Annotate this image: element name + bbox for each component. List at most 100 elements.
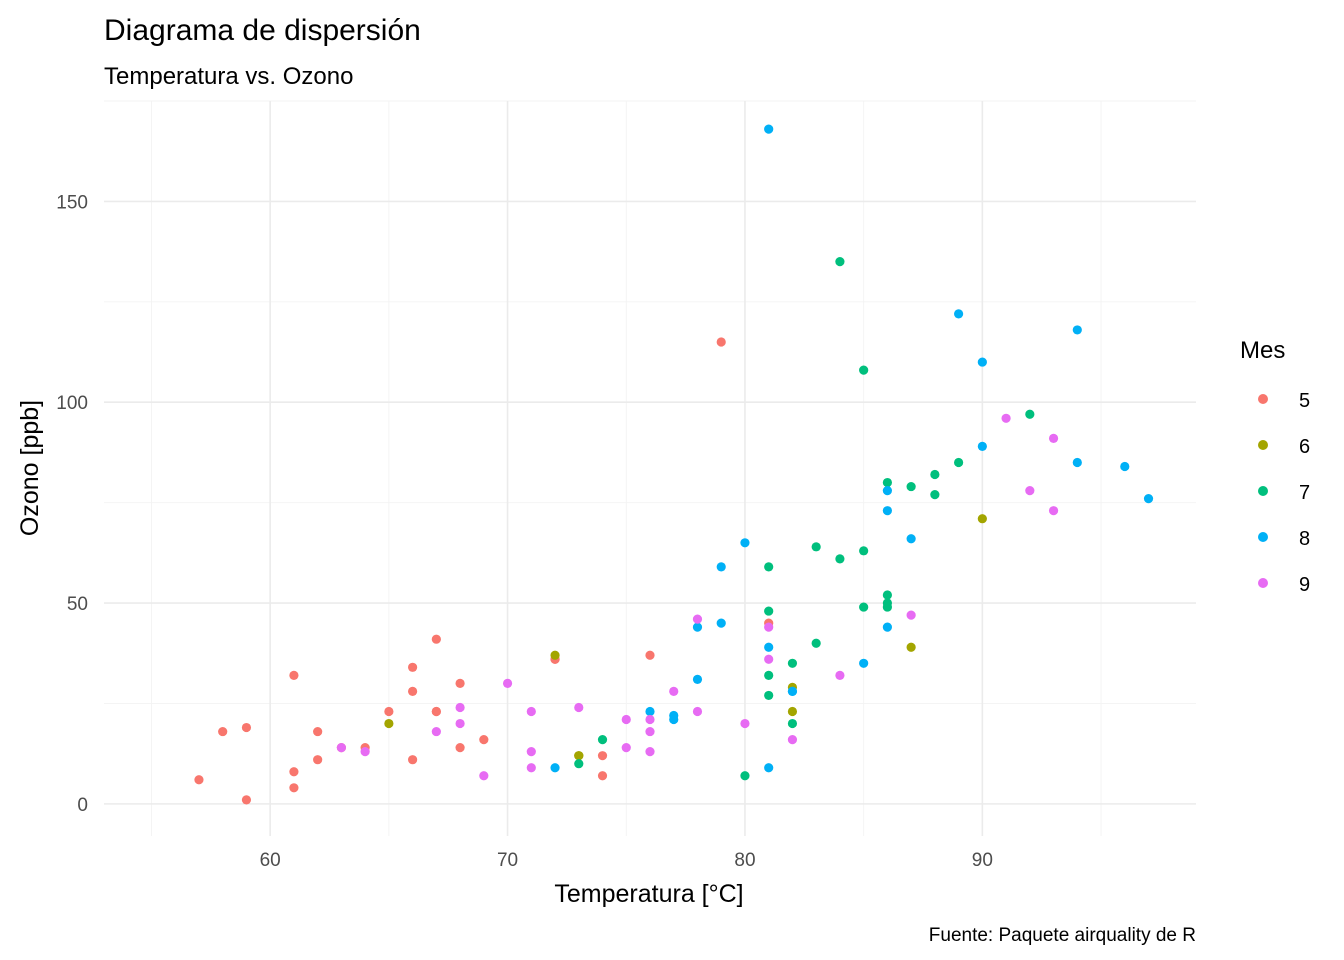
legend-key-7 (1258, 486, 1268, 496)
data-point-month-7 (954, 457, 964, 468)
data-point-month-9 (336, 743, 346, 753)
data-point-month-8 (882, 506, 892, 516)
data-point-month-5 (431, 634, 441, 644)
data-point-month-5 (408, 686, 418, 697)
data-point-month-5 (645, 650, 655, 660)
data-point-month-9 (692, 706, 703, 717)
data-point-month-5 (455, 678, 465, 688)
data-point-month-8 (1072, 325, 1082, 335)
data-point-month-7 (882, 598, 892, 608)
chart-title: Diagrama de dispersión (104, 14, 421, 47)
data-point-month-7 (787, 658, 798, 668)
data-point-month-9 (574, 702, 584, 713)
data-point-month-9 (526, 706, 536, 717)
data-point-month-5 (384, 706, 394, 717)
data-point-month-5 (218, 726, 228, 737)
data-point-month-6 (550, 650, 560, 660)
data-point-month-6 (977, 514, 987, 524)
data-point-month-8 (787, 686, 798, 697)
data-point-month-9 (502, 678, 513, 688)
data-point-month-9 (645, 726, 655, 737)
data-point-month-9 (526, 763, 536, 773)
data-point-month-5 (455, 743, 465, 753)
data-points (194, 124, 1154, 805)
data-point-month-5 (479, 735, 489, 745)
y-axis-title: Ozono [ppb] (16, 400, 44, 536)
data-point-month-8 (859, 658, 869, 668)
y-tick-label: 100 (56, 393, 88, 414)
data-point-month-6 (906, 642, 916, 652)
legend-key-9 (1258, 578, 1268, 588)
data-point-month-9 (669, 686, 679, 697)
data-point-month-8 (550, 763, 560, 773)
data-point-month-9 (645, 747, 655, 757)
data-point-month-5 (289, 767, 299, 777)
data-point-month-5 (597, 751, 608, 761)
data-point-month-5 (408, 755, 418, 765)
data-point-month-8 (764, 642, 774, 652)
data-point-month-8 (882, 485, 892, 496)
data-point-month-7 (1025, 409, 1035, 419)
x-tick-label: 60 (260, 850, 281, 871)
data-point-month-5 (289, 670, 299, 680)
data-point-month-9 (835, 670, 845, 680)
data-point-month-5 (597, 771, 608, 781)
data-point-month-8 (669, 714, 679, 725)
data-point-month-5 (241, 722, 252, 733)
x-tick-label: 70 (497, 850, 518, 871)
data-point-month-6 (787, 706, 798, 717)
data-point-month-7 (811, 542, 821, 552)
chart-caption: Fuente: Paquete airquality de R (929, 925, 1196, 946)
data-point-month-8 (977, 441, 987, 452)
data-point-month-5 (289, 783, 299, 793)
data-point-month-5 (716, 337, 726, 347)
y-axis-ticks: 0 50 100 150 (56, 192, 88, 815)
y-tick-label: 150 (56, 192, 88, 213)
legend-key-8 (1258, 532, 1268, 542)
data-point-month-9 (621, 743, 631, 753)
data-point-month-5 (408, 662, 418, 672)
data-point-month-7 (574, 759, 584, 769)
data-point-month-9 (621, 714, 631, 725)
data-point-month-6 (384, 718, 394, 729)
data-point-month-7 (882, 590, 892, 600)
data-point-month-8 (764, 763, 774, 773)
data-point-month-8 (954, 309, 964, 319)
data-point-month-9 (1048, 506, 1059, 516)
data-point-month-5 (431, 706, 441, 717)
data-point-month-9 (692, 614, 703, 624)
data-point-month-8 (1072, 457, 1082, 468)
x-axis-title: Temperatura [°C] (554, 880, 743, 908)
data-point-month-5 (241, 795, 252, 805)
data-point-month-7 (859, 365, 869, 375)
x-tick-label: 90 (972, 850, 993, 871)
data-point-month-7 (930, 469, 940, 480)
legend-label-6: 6 (1299, 436, 1310, 458)
data-point-month-8 (882, 622, 892, 632)
data-point-month-5 (194, 775, 204, 785)
legend: Mes 5 6 7 8 9 (1240, 337, 1310, 596)
data-point-month-7 (764, 670, 774, 680)
data-point-month-8 (740, 538, 750, 548)
data-point-month-9 (1025, 485, 1035, 496)
data-point-month-9 (740, 718, 750, 729)
x-axis-ticks: 60 70 80 90 (260, 850, 993, 871)
data-point-month-7 (835, 554, 845, 564)
data-point-month-8 (977, 357, 987, 367)
legend-key-6 (1258, 440, 1268, 450)
legend-label-5: 5 (1299, 390, 1310, 412)
data-point-month-5 (313, 755, 323, 765)
data-point-month-7 (740, 771, 750, 781)
y-tick-label: 0 (77, 795, 88, 816)
data-point-month-8 (692, 622, 703, 632)
legend-label-8: 8 (1299, 528, 1310, 550)
data-point-month-9 (360, 747, 370, 757)
data-point-month-9 (764, 654, 774, 664)
legend-key-5 (1258, 394, 1268, 404)
data-point-month-8 (716, 562, 726, 572)
data-point-month-9 (431, 726, 441, 737)
data-point-month-7 (882, 477, 892, 488)
data-point-month-5 (313, 726, 323, 737)
chart-subtitle: Temperatura vs. Ozono (104, 63, 353, 90)
